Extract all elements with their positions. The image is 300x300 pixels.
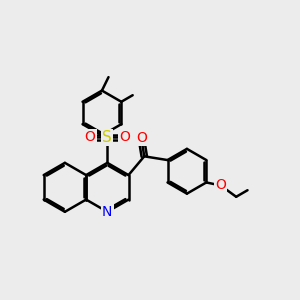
Text: O: O — [85, 130, 95, 145]
Text: O: O — [119, 130, 130, 145]
Text: O: O — [215, 178, 226, 192]
Text: N: N — [102, 205, 112, 219]
Text: O: O — [136, 131, 147, 145]
Text: S: S — [102, 130, 112, 145]
